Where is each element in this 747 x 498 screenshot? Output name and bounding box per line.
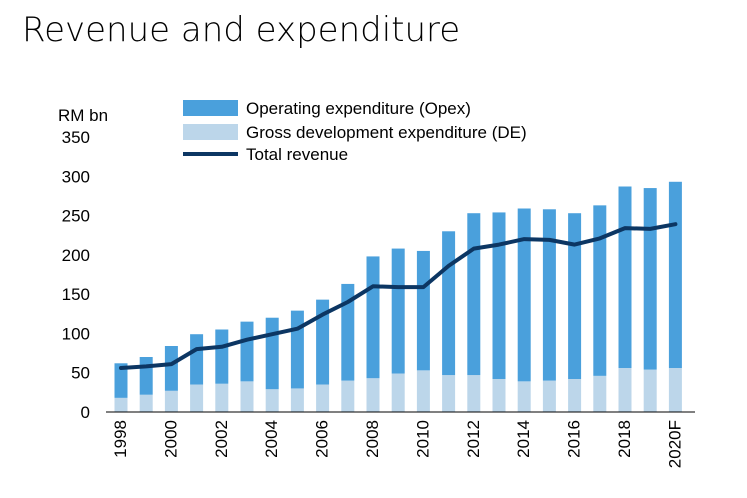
x-tick-label: 2008 <box>363 420 382 458</box>
opex-bar <box>668 181 682 368</box>
opex-bar <box>643 188 657 370</box>
legend-label-opex: Operating expenditure (Opex) <box>246 99 471 118</box>
y-tick-label: 250 <box>62 207 90 226</box>
de-bar <box>643 369 657 412</box>
x-tick-label: 2000 <box>161 420 180 458</box>
de-bar <box>190 384 204 412</box>
x-axis: 1998 2000 2002 2004 2006 2008 2010 2012 2014 2016… <box>106 411 695 468</box>
opex-bar <box>190 334 204 385</box>
de-bar <box>593 375 607 412</box>
legend-swatch-opex <box>183 100 238 116</box>
y-axis: RM bn 0 50 100 150 200 250 300 350 <box>58 106 108 422</box>
opex-bar <box>366 256 380 379</box>
opex-bar <box>316 299 330 385</box>
x-tick-label: 1998 <box>111 420 130 458</box>
bars <box>114 181 682 412</box>
x-tick-label: 2014 <box>514 420 533 458</box>
de-bar <box>114 397 128 412</box>
legend-label-revenue: Total revenue <box>246 145 348 164</box>
opex-bar <box>240 321 254 382</box>
de-bar <box>240 381 254 412</box>
legend-label-de: Gross development expenditure (DE) <box>246 123 527 142</box>
de-bar <box>366 378 380 412</box>
opex-bar <box>542 209 556 381</box>
y-tick-label: 350 <box>62 128 90 147</box>
opex-bar <box>492 212 506 379</box>
opex-bar <box>164 346 178 391</box>
de-bar <box>618 368 632 412</box>
de-bar <box>568 379 582 412</box>
opex-bar <box>517 208 531 382</box>
y-tick-label: 200 <box>62 246 90 265</box>
de-bar <box>341 380 355 412</box>
de-bar <box>215 383 229 412</box>
y-tick-label: 150 <box>62 285 90 304</box>
de-bar <box>139 394 153 412</box>
x-tick-label: 2016 <box>565 420 584 458</box>
de-bar <box>290 388 304 412</box>
opex-bar <box>265 317 279 390</box>
de-bar <box>668 368 682 412</box>
opex-bar <box>442 231 456 376</box>
y-tick-label: 0 <box>81 403 90 422</box>
de-bar <box>164 390 178 412</box>
revenue-line <box>119 222 678 370</box>
x-tick-label: 2006 <box>313 420 332 458</box>
x-tick-label: 2010 <box>413 420 432 458</box>
opex-bar <box>114 363 128 398</box>
x-tick-label: 2002 <box>212 420 231 458</box>
de-bar <box>265 389 279 412</box>
opex-bar <box>290 310 304 389</box>
opex-bar <box>391 248 405 374</box>
de-bar <box>391 373 405 412</box>
de-bar <box>467 375 481 412</box>
legend-swatch-de <box>183 124 238 140</box>
opex-bar <box>341 283 355 381</box>
y-axis-label: RM bn <box>58 106 108 125</box>
opex-bar <box>467 213 481 376</box>
opex-bar <box>416 250 430 371</box>
de-bar <box>517 381 531 412</box>
y-tick-label: 100 <box>62 324 90 343</box>
x-tick-label: 2020F <box>665 420 684 468</box>
x-tick-label: 2018 <box>615 420 634 458</box>
de-bar <box>316 384 330 412</box>
y-tick-label: 50 <box>71 364 90 383</box>
opex-bar <box>215 329 229 384</box>
x-tick-label: 2012 <box>464 420 483 458</box>
de-bar <box>442 375 456 412</box>
opex-bar <box>139 357 153 395</box>
revenue-line-group <box>119 222 678 370</box>
de-bar <box>416 370 430 412</box>
y-tick-label: 300 <box>62 167 90 186</box>
de-bar <box>492 379 506 412</box>
opex-bar <box>593 205 607 376</box>
chart-title: Revenue and expenditure <box>22 10 461 50</box>
legend: Operating expenditure (Opex) Gross develo… <box>183 99 527 164</box>
opex-bar <box>618 186 632 368</box>
de-bar <box>542 380 556 412</box>
x-tick-label: 2004 <box>262 420 281 458</box>
opex-bar <box>568 213 582 379</box>
